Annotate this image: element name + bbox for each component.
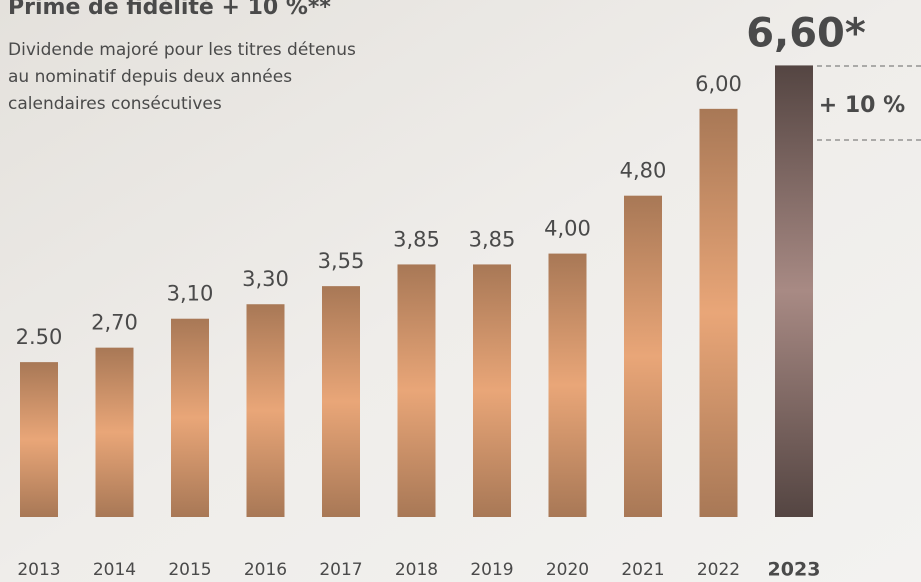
chart: Prime de fidélité + 10 %** Dividende maj… xyxy=(0,0,921,582)
value-label: 3,10 xyxy=(167,282,214,306)
value-label: 3,30 xyxy=(242,267,289,291)
x-tick-label: 2021 xyxy=(621,560,664,580)
x-tick-label: 2019 xyxy=(470,560,513,580)
subtitle: Dividende majoré pour les titres détenus xyxy=(8,40,356,60)
value-label: 3,85 xyxy=(393,227,440,251)
x-tick-label: 2023 xyxy=(768,559,821,581)
subtitle: calendaires consécutives xyxy=(8,94,222,114)
x-tick-label: 2013 xyxy=(17,560,60,580)
value-label: 6,00 xyxy=(695,72,742,96)
bar xyxy=(473,264,511,517)
value-label: 4,00 xyxy=(544,217,591,241)
x-tick-label: 2018 xyxy=(395,560,438,580)
bar xyxy=(247,304,285,517)
x-tick-label: 2022 xyxy=(697,560,740,580)
value-label: 4,80 xyxy=(620,159,667,183)
x-tick-label: 2014 xyxy=(93,560,136,580)
x-tick-label: 2016 xyxy=(244,560,287,580)
bar xyxy=(171,319,209,517)
value-label: 6,60* xyxy=(746,10,866,56)
bar xyxy=(20,362,58,517)
bar xyxy=(624,196,662,517)
bar xyxy=(775,65,813,517)
annotation: + 10 % xyxy=(819,93,905,118)
value-label: 2,70 xyxy=(91,311,138,335)
bar xyxy=(322,286,360,517)
x-tick-label: 2020 xyxy=(546,560,589,580)
value-label: 3,85 xyxy=(469,227,516,251)
bar xyxy=(96,348,134,517)
value-label: 2.50 xyxy=(16,325,63,349)
x-tick-label: 2015 xyxy=(168,560,211,580)
value-label: 3,55 xyxy=(318,249,365,273)
chart-title: Prime de fidélité + 10 %** xyxy=(8,0,331,20)
subtitle: au nominatif depuis deux années xyxy=(8,67,292,87)
x-tick-label: 2017 xyxy=(319,560,362,580)
bar xyxy=(549,254,587,517)
bar xyxy=(700,109,738,517)
bar xyxy=(398,264,436,517)
